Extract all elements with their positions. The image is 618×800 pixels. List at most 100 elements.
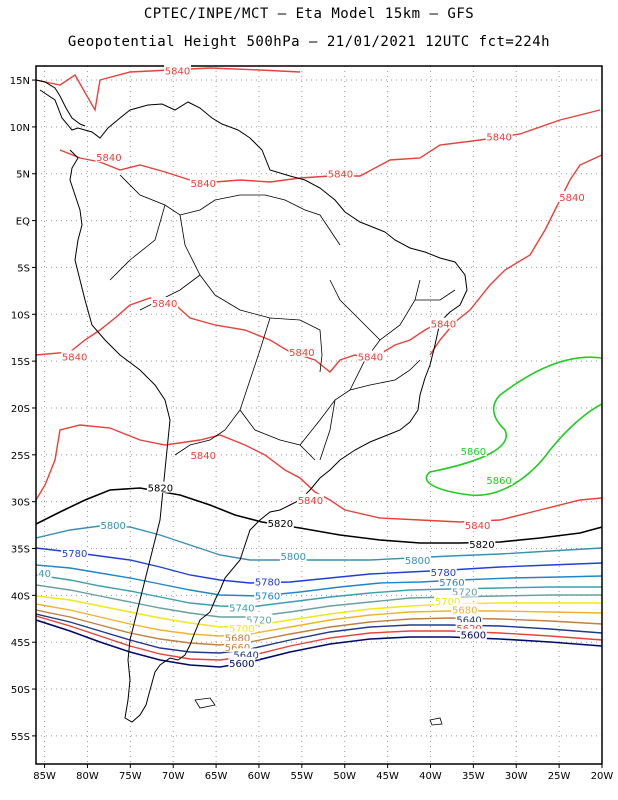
contour-label: 5840 [289, 348, 314, 359]
lat-tick-label: 5N [16, 170, 30, 181]
lon-tick-label: 55W [291, 771, 314, 782]
lat-tick-label: 15N [10, 76, 30, 87]
lat-tick-label: 50S [11, 685, 30, 696]
lat-tick-label: 5S [17, 263, 30, 274]
contour-label-bg [245, 613, 273, 625]
coastline-and-borders [36, 79, 468, 726]
contour-label: 5840 [431, 320, 456, 331]
contour-label-bg [61, 350, 88, 362]
lon-tick-label: 85W [33, 771, 56, 782]
contour-label: 5780 [255, 577, 280, 588]
chart-title-line-1: CPTEC/INPE/MCT – Eta Model 15km – GFS [143, 6, 475, 22]
contour-label: 5840 [358, 352, 383, 363]
contour-label: 5840 [298, 496, 323, 507]
contour-label: 5820 [148, 484, 173, 495]
contour-label-bg [99, 519, 127, 531]
contour-label-bg [485, 474, 513, 486]
contour-label: 5840 [165, 67, 190, 78]
contour-label-bg [254, 589, 281, 601]
contour-label-bg [61, 547, 88, 559]
contour-5860 [425, 356, 602, 497]
lon-tick-label: 70W [162, 771, 185, 782]
contour-label: 5600 [229, 659, 254, 670]
contour-label-bg [189, 448, 217, 460]
lon-tick-label: 35W [462, 771, 485, 782]
contour-label: 5700 [435, 597, 460, 608]
contour-label: 5840 [152, 299, 177, 310]
contour-label: 5840 [486, 132, 511, 143]
lon-tick-label: 40W [419, 771, 442, 782]
contour-label-bg [468, 537, 496, 549]
contour-label-bg [451, 585, 479, 597]
lon-tick-label: 60W [248, 771, 271, 782]
contour-label: 5840 [465, 521, 490, 532]
contour-label-bg [224, 631, 251, 643]
contour-label-bg [404, 553, 432, 565]
contour-label-bg [459, 445, 487, 457]
lat-tick-label: EQ [16, 217, 30, 228]
contour-label: 5760 [255, 591, 280, 602]
contour-label: 5640 [233, 650, 258, 661]
contour-label: 5700 [229, 624, 254, 635]
contour-label-bg [451, 603, 479, 615]
lat-tick-label: 25S [11, 451, 30, 462]
lat-tick-label: 30S [11, 498, 30, 509]
contour-label: 40 [38, 569, 51, 580]
contour-label: 5860 [461, 447, 486, 458]
lat-tick-label: 55S [11, 732, 30, 743]
contour-label: 5780 [431, 568, 456, 579]
contour-label-bg [232, 648, 260, 660]
contour-label: 5840 [191, 451, 216, 462]
contour-label: 5800 [100, 521, 125, 532]
contour-label: 5840 [62, 352, 87, 363]
lat-tick-label: 40S [11, 591, 30, 602]
contour-label-bg [228, 622, 256, 634]
contour-label-bg [455, 622, 483, 634]
contour-label-bg [164, 64, 191, 76]
latitude-axis: 15N 10N 5N EQ 5S 10S 15S 20S 25S 30S 35S 40S 45S 50S 5… [10, 76, 36, 743]
lon-tick-label: 75W [119, 771, 142, 782]
contour-labels: 5840 5840 5840 5840 5840 5840 5840 5840 5840 5840… [37, 64, 586, 670]
contour-label-bg [297, 493, 324, 505]
lon-tick-label: 20W [591, 771, 614, 782]
lat-tick-label: 10S [11, 310, 30, 321]
contour-label-bg [327, 167, 354, 179]
contour-label: 5840 [328, 170, 353, 181]
contour-label-bg [455, 613, 483, 625]
contour-label-bg [37, 566, 52, 578]
contour-label: 5680 [225, 634, 250, 645]
lat-tick-label: 10N [10, 123, 30, 134]
contour-label-bg [151, 297, 179, 309]
contour-5760 [36, 564, 602, 597]
contour-label-bg [224, 640, 251, 652]
contour-5840 [36, 67, 301, 113]
lat-tick-label: 20S [11, 404, 30, 415]
contour-label: 5640 [456, 616, 481, 627]
contour-label: 5600 [461, 631, 486, 642]
contour-label: 5840 [191, 179, 216, 190]
contour-5840 [36, 424, 602, 523]
contour-label-bg [254, 575, 281, 587]
lon-tick-label: 50W [333, 771, 356, 782]
contour-label-bg [464, 519, 492, 531]
lon-tick-label: 45W [376, 771, 399, 782]
contour-5840 [59, 109, 601, 187]
contour-label-bg [267, 517, 294, 529]
contour-label: 5720 [452, 588, 477, 599]
contour-label-bg [459, 628, 487, 640]
contour-5840 [36, 297, 456, 373]
contour-label-bg [357, 350, 384, 362]
contour-label: 5860 [486, 476, 511, 487]
chart-title-line-2: Geopotential Height 500hPa – 21/01/2021 … [67, 34, 551, 50]
contour-label: 5760 [439, 578, 464, 589]
lon-tick-label: 30W [505, 771, 528, 782]
contour-label-bg [438, 576, 466, 588]
contour-label-bg [429, 317, 457, 329]
contour-label: 5800 [405, 556, 430, 567]
contour-label-bg [434, 594, 462, 606]
lon-tick-label: 25W [548, 771, 571, 782]
contour-label-bg [189, 177, 217, 189]
contour-label-bg [146, 481, 174, 493]
contour-label: 5780 [62, 549, 87, 560]
